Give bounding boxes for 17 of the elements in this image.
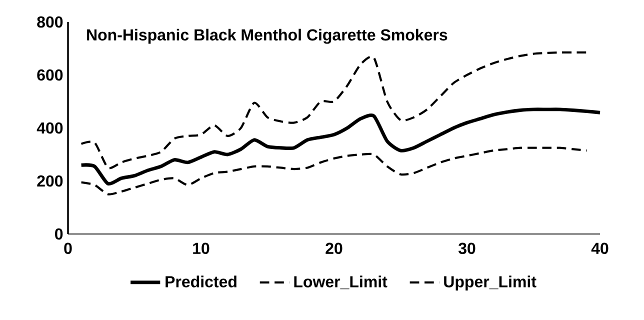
y-tick-label: 400 (36, 122, 63, 134)
x-tick-label: 0 (64, 242, 72, 254)
x-tick-label: 30 (458, 242, 476, 254)
line-series (80, 51, 588, 169)
y-tick-label: 800 (37, 16, 63, 28)
line-series (80, 108, 602, 186)
line-series (80, 146, 588, 196)
y-tick-label: 200 (37, 175, 63, 187)
legend-label: Upper_Limit (444, 276, 536, 291)
x-tick-label: 20 (326, 242, 342, 254)
y-tick-label: 600 (37, 69, 63, 81)
x-tick-label: 40 (591, 242, 608, 254)
y-tick-label: 0 (55, 228, 63, 240)
x-tick-label: 10 (193, 242, 210, 254)
chart-title: Non-Hispanic Black Menthol Cigarette Smokers (87, 28, 448, 44)
legend-label: Lower_Limit (294, 276, 388, 290)
legend-label: Predicted (166, 276, 236, 288)
